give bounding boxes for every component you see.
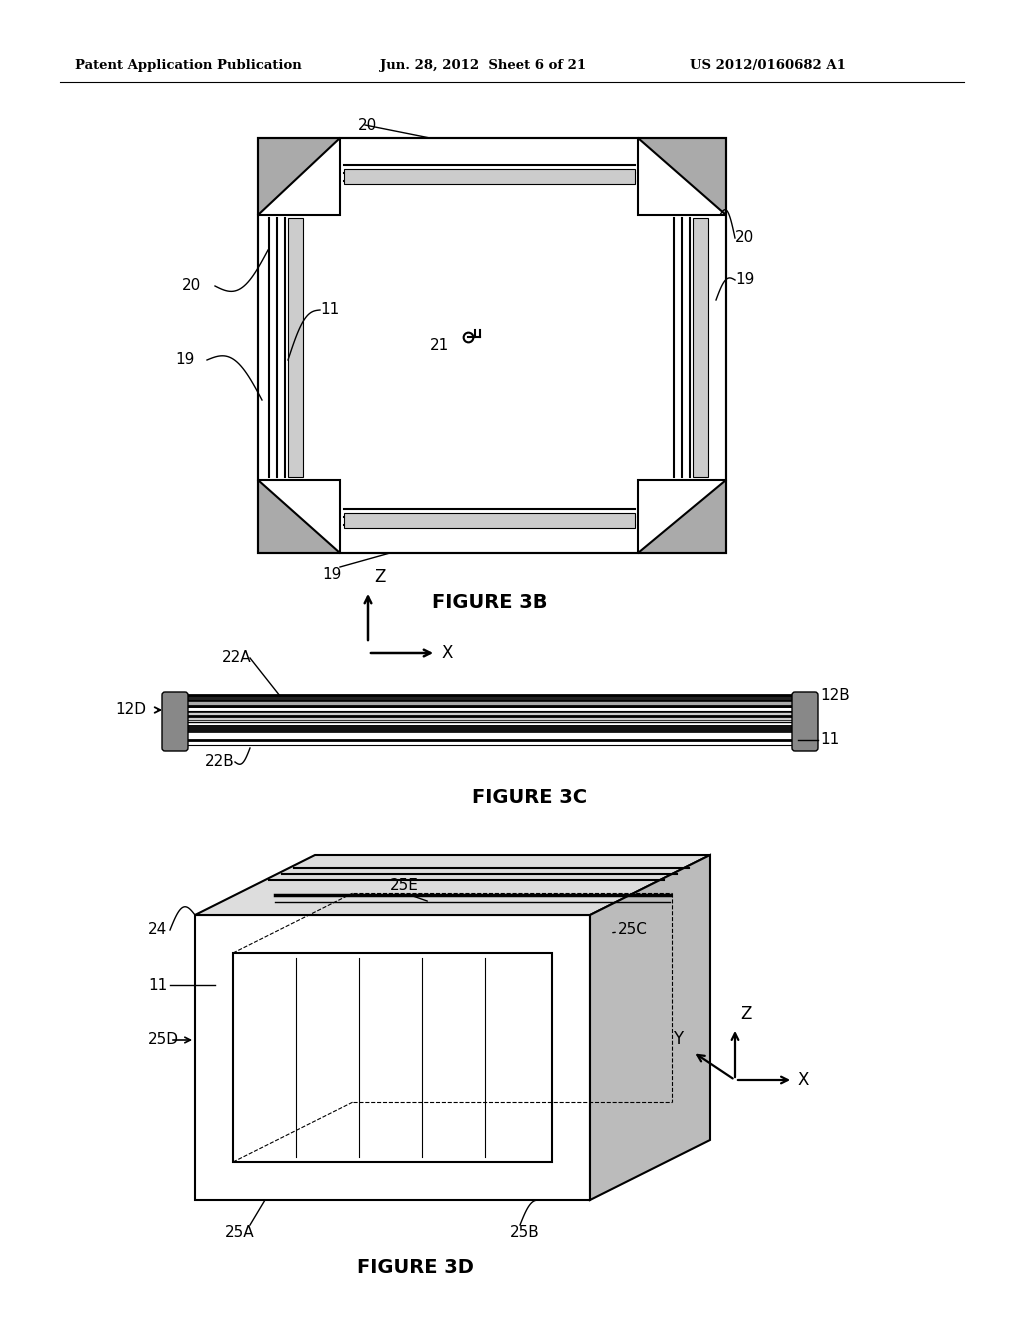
Text: 22B: 22B bbox=[205, 755, 234, 770]
Bar bbox=[344, 169, 635, 183]
Bar bbox=[183, 701, 797, 708]
Bar bbox=[693, 218, 708, 477]
Text: 11: 11 bbox=[319, 302, 339, 318]
Bar bbox=[183, 725, 797, 733]
Polygon shape bbox=[258, 139, 726, 553]
Text: 19: 19 bbox=[175, 352, 195, 367]
Polygon shape bbox=[195, 855, 710, 915]
Text: 25A: 25A bbox=[225, 1225, 255, 1239]
Text: Patent Application Publication: Patent Application Publication bbox=[75, 58, 302, 71]
Text: 24: 24 bbox=[148, 923, 167, 937]
Text: 25B: 25B bbox=[510, 1225, 540, 1239]
FancyBboxPatch shape bbox=[162, 692, 188, 751]
Text: 20: 20 bbox=[735, 231, 755, 246]
FancyBboxPatch shape bbox=[792, 692, 818, 751]
Polygon shape bbox=[258, 139, 340, 215]
Bar bbox=[288, 218, 303, 477]
Polygon shape bbox=[638, 139, 726, 215]
Bar bbox=[183, 719, 797, 725]
Text: 12D: 12D bbox=[115, 702, 146, 718]
Polygon shape bbox=[258, 480, 340, 553]
Text: 25C: 25C bbox=[618, 923, 648, 937]
Text: FIGURE 3C: FIGURE 3C bbox=[472, 788, 588, 807]
Polygon shape bbox=[195, 915, 590, 1200]
Text: 11: 11 bbox=[148, 978, 167, 993]
Bar bbox=[183, 708, 797, 711]
Text: X: X bbox=[798, 1071, 809, 1089]
Text: 19: 19 bbox=[323, 568, 342, 582]
Bar bbox=[183, 696, 797, 701]
Text: 11: 11 bbox=[820, 733, 840, 747]
Text: X: X bbox=[442, 644, 454, 663]
Text: 12B: 12B bbox=[820, 688, 850, 702]
Text: Z: Z bbox=[374, 568, 385, 586]
Text: 19: 19 bbox=[735, 272, 755, 288]
Text: FIGURE 3B: FIGURE 3B bbox=[432, 593, 548, 612]
Text: 21: 21 bbox=[430, 338, 450, 352]
Text: Z: Z bbox=[740, 1005, 752, 1023]
Text: Jun. 28, 2012  Sheet 6 of 21: Jun. 28, 2012 Sheet 6 of 21 bbox=[380, 58, 586, 71]
Text: 20: 20 bbox=[182, 279, 202, 293]
Text: 25E: 25E bbox=[390, 878, 419, 894]
Polygon shape bbox=[233, 953, 552, 1162]
Text: FIGURE 3D: FIGURE 3D bbox=[356, 1258, 473, 1276]
Bar bbox=[183, 711, 797, 719]
Text: 22A: 22A bbox=[222, 651, 252, 665]
Bar bbox=[344, 513, 635, 528]
Text: 20: 20 bbox=[358, 117, 377, 132]
Text: 25D: 25D bbox=[148, 1032, 179, 1048]
Text: Y: Y bbox=[673, 1030, 683, 1048]
Polygon shape bbox=[590, 855, 710, 1200]
Text: US 2012/0160682 A1: US 2012/0160682 A1 bbox=[690, 58, 846, 71]
Polygon shape bbox=[638, 480, 726, 553]
